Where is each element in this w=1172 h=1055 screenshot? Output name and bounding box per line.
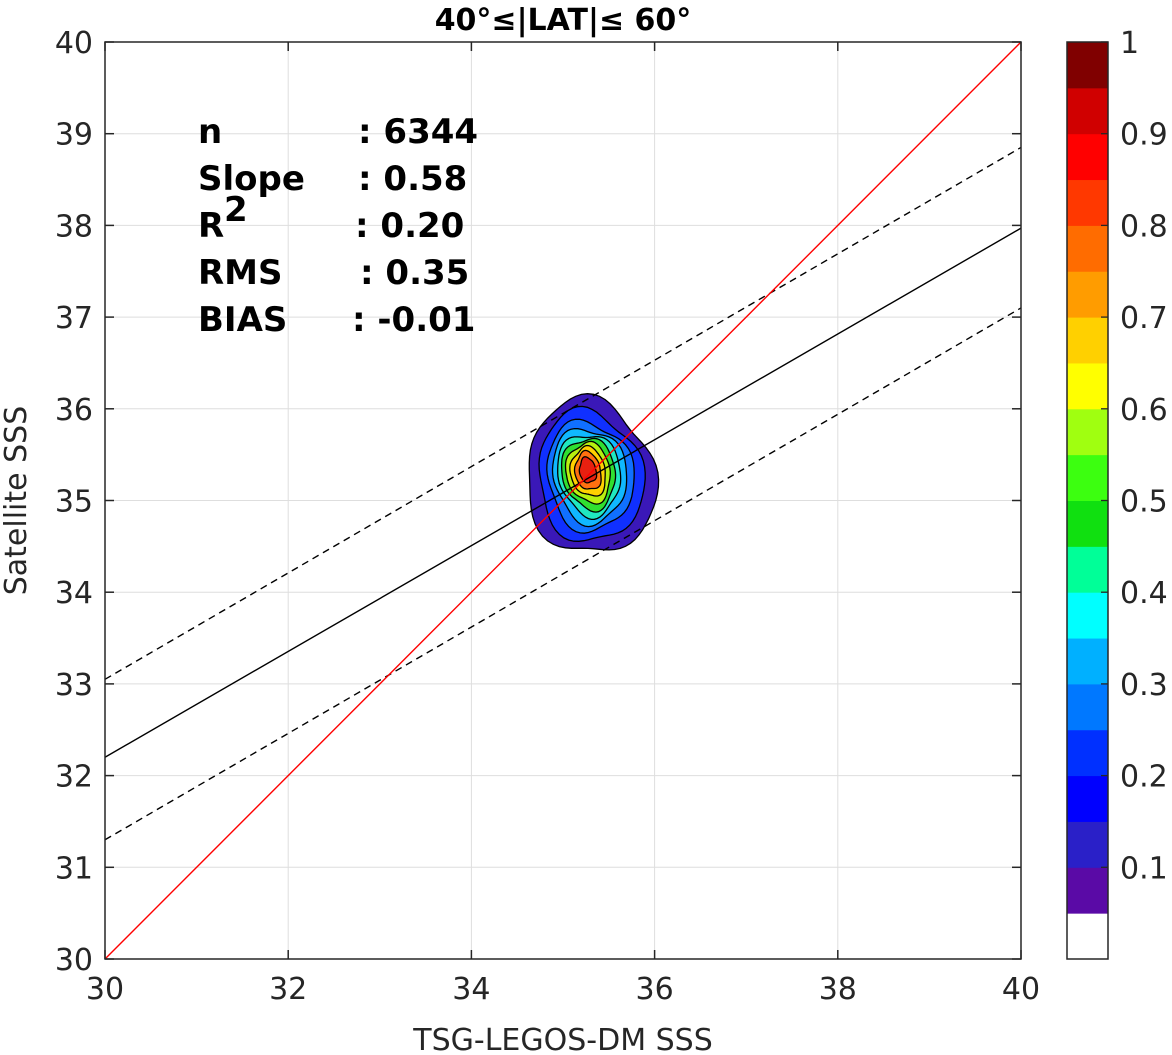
colorbar-segment: [1067, 317, 1108, 364]
fit-lower-line: [104, 307, 1022, 841]
colorbar-segment: [1067, 271, 1108, 318]
stat-label: R: [198, 206, 224, 246]
colorbar-tick-label: 0.3: [1120, 668, 1168, 703]
colorbar-segment: [1067, 729, 1108, 777]
y-ticks: 30 31 32 33 34 35 36 37 38 39 40: [55, 26, 1021, 978]
colorbar-tick-label: 1: [1120, 26, 1139, 61]
stat-label: Slope: [198, 159, 305, 199]
colorbar-segment: [1067, 913, 1108, 960]
stat-label: BIAS: [198, 300, 287, 340]
colorbar-segment: [1067, 408, 1108, 456]
stat-label: RMS: [198, 253, 283, 293]
fit-line: [104, 227, 1022, 758]
colorbar-segment: [1067, 225, 1108, 272]
colorbar-segment: [1067, 500, 1108, 547]
colorbar-segment: [1067, 42, 1108, 89]
x-tick-label: 32: [269, 972, 307, 1007]
colorbar-tick-label: 0.9: [1120, 118, 1168, 153]
y-tick-label: 37: [55, 301, 93, 336]
colorbar-tick-label: 0.5: [1120, 485, 1168, 520]
y-tick-label: 36: [55, 393, 93, 428]
stat-superscript: 2: [224, 190, 248, 230]
y-tick-label: 34: [55, 576, 93, 611]
x-tick-label: 40: [1002, 972, 1040, 1007]
colorbar-segment: [1067, 775, 1108, 822]
x-tick-label: 34: [452, 972, 490, 1007]
x-ticks: 30 32 34 36 38 40: [86, 42, 1040, 1007]
colorbar-tick-label: 0.8: [1120, 209, 1168, 244]
y-tick-label: 40: [55, 26, 93, 61]
regression-lines: [104, 41, 1022, 960]
y-tick-label: 38: [55, 209, 93, 244]
stat-value: : -0.01: [352, 300, 475, 340]
y-axis-label: Satellite SSS: [0, 406, 34, 596]
colorbar-segment: [1067, 683, 1108, 731]
colorbar-tick-label: 0.6: [1120, 393, 1168, 428]
colorbar-segment: [1067, 592, 1108, 639]
x-tick-label: 38: [819, 972, 857, 1007]
colorbar-segment: [1067, 638, 1108, 685]
fit-upper-line: [104, 146, 1022, 680]
y-tick-label: 30: [55, 943, 93, 978]
colorbar-segment: [1067, 133, 1108, 181]
one-to-one-line: [104, 41, 1022, 960]
stat-value: : 0.20: [355, 206, 464, 246]
stats-box: n : 6344 Slope : 0.58 R 2 : 0.20 RMS : 0.35 BIAS:…: [198, 112, 478, 340]
colorbar-segment: [1067, 362, 1108, 410]
density-contours: [528, 393, 660, 551]
x-tick-label: 30: [86, 972, 124, 1007]
y-tick-label: 39: [55, 118, 93, 153]
colorbar-tick-label: 0.7: [1120, 301, 1168, 336]
colorbar-tick-label: 0.1: [1120, 851, 1168, 886]
colorbar-segment: [1067, 546, 1108, 593]
y-tick-label: 32: [55, 760, 93, 795]
stat-value: : 0.35: [360, 253, 469, 293]
colorbar-segment: [1067, 87, 1108, 135]
colorbar-segment: [1067, 867, 1108, 914]
stat-value: : 6344: [358, 112, 478, 152]
x-tick-label: 36: [636, 972, 674, 1007]
chart-title: 40°≤|LAT|≤ 60°: [435, 3, 692, 38]
colorbar-segment: [1067, 179, 1108, 226]
y-tick-label: 33: [55, 668, 93, 703]
y-tick-label: 31: [55, 851, 93, 886]
colorbar-segment: [1067, 821, 1108, 868]
colorbar-tick-label: 0.4: [1120, 576, 1168, 611]
x-axis-label: TSG-LEGOS-DM SSS: [412, 1023, 713, 1055]
colorbar-segment: [1067, 454, 1108, 501]
colorbar-tick-label: 0.2: [1120, 760, 1168, 795]
colorbar: 0.1 0.2 0.3 0.4 0.5 0.6 0.7 0.8 0.9 1: [1066, 26, 1168, 960]
y-tick-label: 35: [55, 485, 93, 520]
stat-label: n: [198, 112, 222, 152]
stat-value: : 0.58: [358, 159, 467, 199]
